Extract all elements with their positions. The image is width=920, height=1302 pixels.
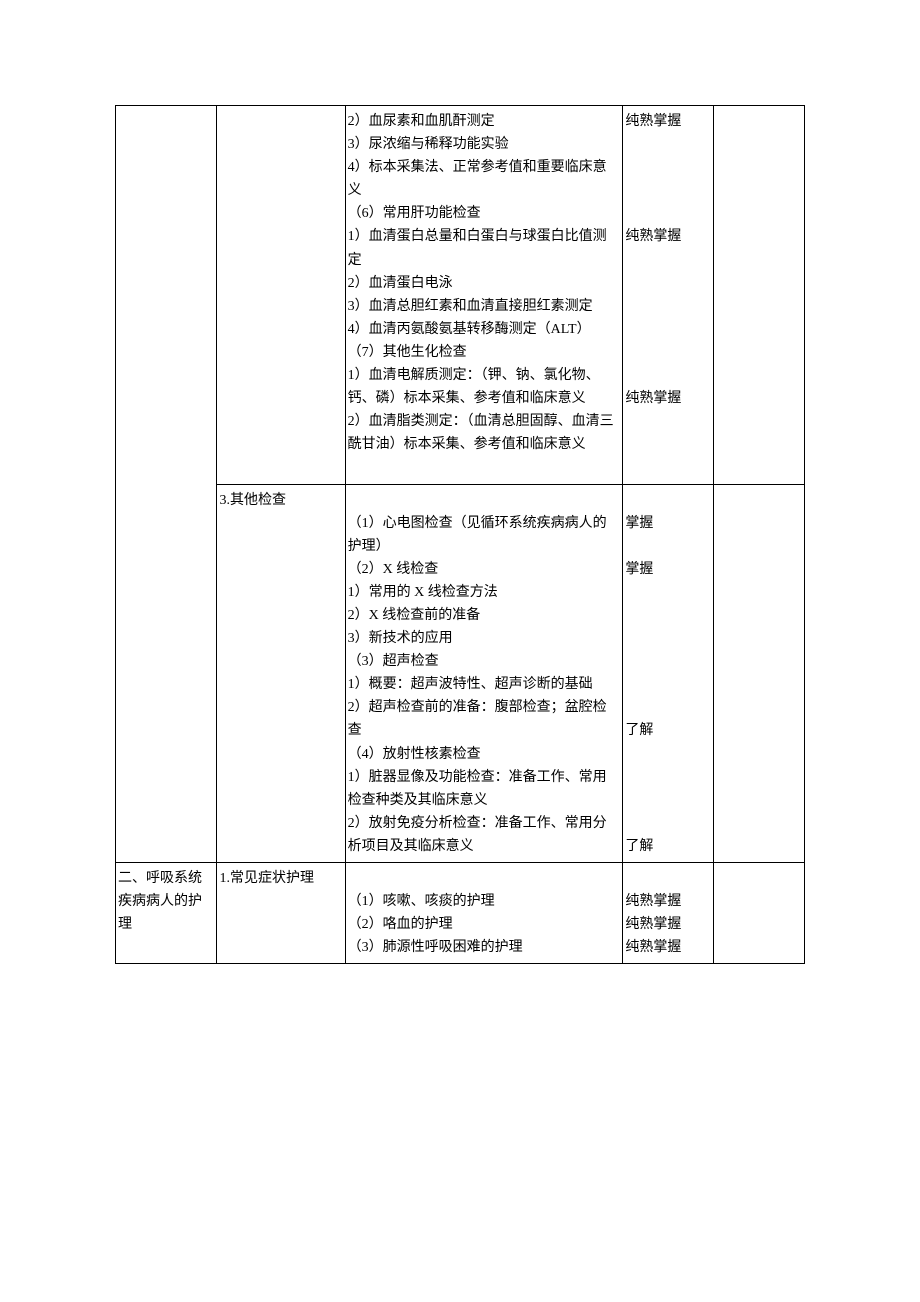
cell-content: （1）咳嗽、咳痰的护理 （2）咯血的护理 （3）肺源性呼吸困难的护理 [345, 863, 623, 964]
cell-content: （1）心电图检查（见循环系统疾病病人的护理） （2）X 线检查 1）常用的 X … [345, 484, 623, 863]
cell-level: 纯熟掌握 纯熟掌握 纯熟掌握 [623, 106, 714, 485]
table-row: 2）血尿素和血肌酐测定 3）尿浓缩与稀释功能实验 4）标本采集法、正常参考值和重… [116, 106, 805, 485]
cell-content: 2）血尿素和血肌酐测定 3）尿浓缩与稀释功能实验 4）标本采集法、正常参考值和重… [345, 106, 623, 485]
cell-level: 掌握 掌握 了解 了解 [623, 484, 714, 863]
cell-remark [714, 863, 805, 964]
cell-chapter: 二、呼吸系统疾病病人的护理 [116, 863, 217, 964]
cell-chapter [116, 106, 217, 863]
cell-section: 1.常见症状护理 [217, 863, 345, 964]
table-row: 3.其他检查 （1）心电图检查（见循环系统疾病病人的护理） （2）X 线检查 1… [116, 484, 805, 863]
cell-section: 3.其他检查 [217, 484, 345, 863]
cell-remark [714, 484, 805, 863]
cell-remark [714, 106, 805, 485]
cell-level: 纯熟掌握 纯熟掌握 纯熟掌握 [623, 863, 714, 964]
document-page: 2）血尿素和血肌酐测定 3）尿浓缩与稀释功能实验 4）标本采集法、正常参考值和重… [0, 0, 920, 1024]
syllabus-table: 2）血尿素和血肌酐测定 3）尿浓缩与稀释功能实验 4）标本采集法、正常参考值和重… [115, 105, 805, 964]
table-body: 2）血尿素和血肌酐测定 3）尿浓缩与稀释功能实验 4）标本采集法、正常参考值和重… [116, 106, 805, 964]
table-row: 二、呼吸系统疾病病人的护理 1.常见症状护理 （1）咳嗽、咳痰的护理 （2）咯血… [116, 863, 805, 964]
cell-section [217, 106, 345, 485]
